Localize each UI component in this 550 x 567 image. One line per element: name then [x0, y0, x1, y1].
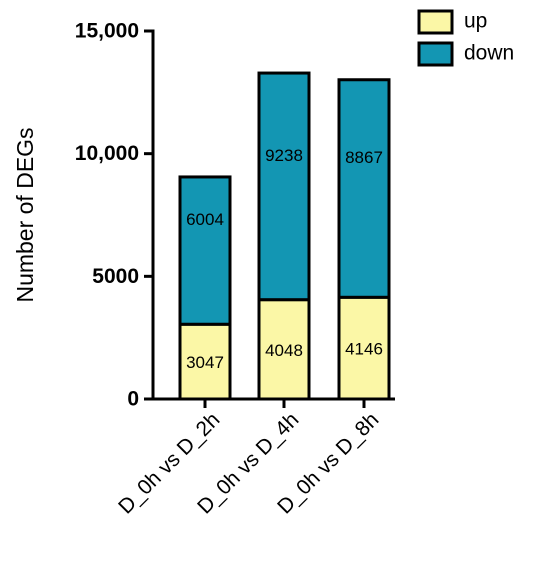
bar-segment — [337, 295, 391, 401]
bar-segment — [178, 175, 232, 326]
y-tick-label: 0 — [127, 388, 139, 411]
data-label: 8867 — [345, 148, 383, 167]
legend-swatch — [417, 41, 454, 67]
data-label: 6004 — [186, 210, 224, 229]
y-tick-label: 10,000 — [75, 142, 139, 165]
legend-swatch — [417, 9, 454, 35]
y-tick-label: 5000 — [92, 265, 139, 288]
data-label: 3047 — [186, 353, 224, 372]
legend-label: down — [464, 42, 514, 65]
y-tick-label: 15,000 — [75, 20, 139, 43]
legend-label: up — [464, 10, 487, 33]
bar-segment — [257, 71, 311, 302]
y-axis-label: Number of DEGs — [12, 127, 38, 302]
data-label: 4048 — [265, 341, 303, 360]
data-label: 4146 — [345, 340, 383, 359]
bar-segment — [337, 78, 391, 299]
data-label: 9238 — [265, 146, 303, 165]
bar-segment — [178, 322, 232, 401]
